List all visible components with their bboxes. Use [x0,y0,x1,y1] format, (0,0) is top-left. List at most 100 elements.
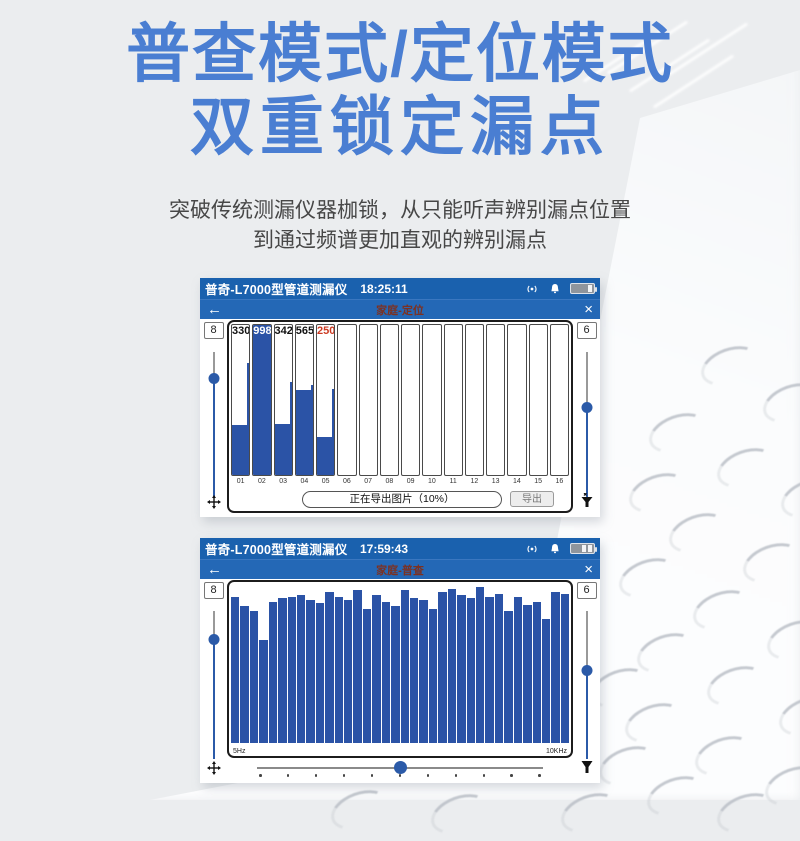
hslider-ticks [259,774,541,777]
spectrum-bar [400,590,410,743]
right-gain-value: 6 [576,322,597,339]
frequency-range-slider[interactable] [257,761,543,779]
peak-marker [247,363,250,475]
x-tick-label: 07 [364,478,373,485]
filter-icon[interactable] [580,759,593,780]
spectrum-bar [344,599,353,743]
bar [317,437,335,475]
left-gain-slider[interactable] [208,611,219,759]
bar-value: 330 [232,325,251,337]
spectrum-bar [325,591,334,743]
x-tick-label: 14 [512,478,521,485]
spectrum-bar [532,601,541,743]
right-slider-thumb[interactable] [581,402,592,413]
spectrum-bar [504,611,513,743]
page-title-line2: 双重锁定漏点 [190,90,610,163]
spectrum-bar [353,590,362,743]
device-screenshot-locate: 普奇-L7000型管道测漏仪 18:25:11 ← 家庭-定位 × 8 [200,278,600,517]
spectrum-cell [422,324,442,476]
spectrum-bar [334,596,344,743]
mode-label: 家庭-定位 [376,304,424,317]
left-gain-value: 8 [203,582,224,599]
bar [253,325,271,475]
spectrum-bar [249,611,259,743]
spectrum-bar [457,595,466,743]
x-tick-label: 05 [321,478,330,485]
nav-bar: ← 家庭-定位 × [200,299,600,319]
x-tick-label: 08 [385,478,394,485]
battery-icon [570,283,597,294]
right-gain-slider[interactable] [581,352,592,497]
frequency-axis: 5Hz 10KHz [233,745,567,756]
hslider-thumb[interactable] [394,761,408,774]
app-title: 普奇-L7000型管道测漏仪 [205,543,348,557]
x-tick-label: 16 [555,478,564,485]
x-tick-label: 02 [257,478,266,485]
spectrum-bar [551,591,560,743]
close-button[interactable]: × [584,301,593,318]
bar-value: 342 [274,325,293,337]
bar [295,390,313,475]
back-button[interactable]: ← [207,300,222,318]
page-title: 普查模式/定位模式 双重锁定漏点 [0,18,800,164]
x-tick-label: 03 [279,478,288,485]
x-tick-label: 11 [449,478,457,485]
spectrum-bar [315,603,325,743]
move-icon[interactable] [206,495,221,514]
right-slider-thumb[interactable] [581,665,592,676]
spectrum-bar [523,604,532,743]
spectrum-bar [513,596,523,743]
mode-label: 家庭-普查 [376,564,424,577]
x-tick-label: 04 [300,478,309,485]
left-gain-value: 8 [203,322,224,339]
right-gain-value: 6 [576,582,597,599]
export-progress: 正在导出图片（10%） [302,491,502,508]
spectrum-bar [428,609,438,743]
spectrum-cell [379,324,399,476]
spectrum-bar [438,591,447,743]
spectrum-bar [475,587,485,743]
freq-min-label: 5Hz [233,748,246,755]
bell-icon [551,543,559,553]
spectrum-cell: 565 [294,324,314,476]
survey-spectrum [231,584,570,743]
spectrum-bar [259,639,268,743]
battery-icon [570,543,597,554]
left-slider-thumb[interactable] [208,634,219,645]
broadcast-icon [527,285,537,292]
right-gain-slider[interactable] [581,611,592,759]
spectrum-bar [391,606,400,743]
left-slider-thumb[interactable] [208,373,219,384]
locate-x-labels: 01 02 03 04 05 06 07 08 09 10 11 12 13 14 15 16 [231,478,569,485]
move-icon[interactable] [206,761,221,780]
bar [232,425,250,475]
left-gain-slider[interactable] [208,352,219,497]
status-bar: 普奇-L7000型管道测漏仪 18:25:11 [200,278,600,299]
spectrum-cell: 330 [231,324,251,476]
x-tick-label: 09 [406,478,415,485]
spectrum-bar [410,598,419,743]
spectrum-cell [337,324,357,476]
spectrum-cell: 998 [252,324,272,476]
filter-icon[interactable] [580,492,593,514]
spectrum-bar [362,609,372,743]
spectrum-bar [494,593,504,743]
export-button[interactable]: 导出 [510,491,554,507]
bar-value: 250 [317,325,336,337]
spectrum-bar [381,601,391,743]
status-bar: 普奇-L7000型管道测漏仪 17:59:43 [200,538,600,559]
close-button[interactable]: × [584,561,593,578]
spectrum-bar [296,595,306,743]
x-tick-label: 15 [534,478,543,485]
freq-max-label: 10KHz [545,748,567,755]
peak-marker [311,384,313,475]
spectrum-cell: 250 [316,324,336,476]
spectrum-bar [560,593,570,743]
nav-bar: ← 家庭-普查 × [200,559,600,579]
back-button[interactable]: ← [207,560,222,578]
spectrum-bar [287,596,296,743]
bell-icon [551,283,559,293]
spectrum-cell [507,324,527,476]
locate-chart: 330 998 342 565 250 [231,324,569,476]
spectrum-cell [549,324,569,476]
